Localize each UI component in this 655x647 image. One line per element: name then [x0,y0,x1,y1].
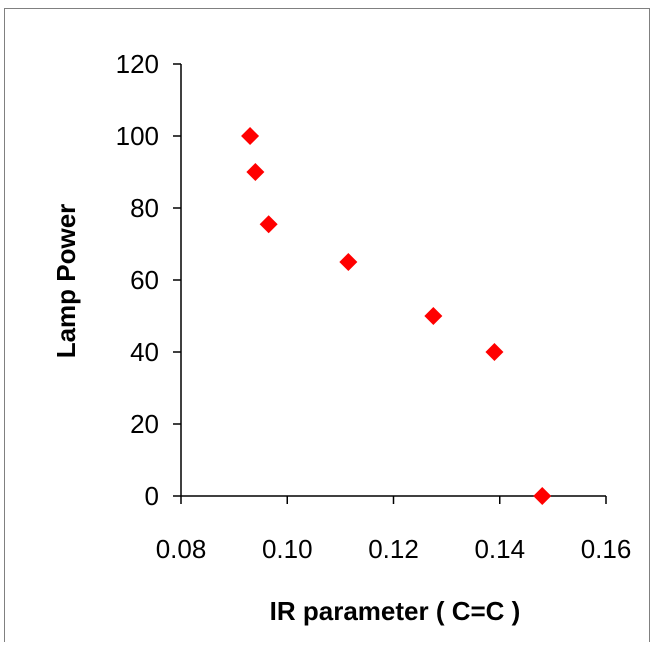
x-tick-label: 0.12 [368,534,419,564]
x-axis-title: IR parameter ( C=C ) [270,596,521,626]
y-axis-title: Lamp Power [51,204,81,359]
data-point [246,163,265,181]
data-point [339,253,358,271]
data-point [424,307,443,325]
data-point [485,343,504,361]
chart-frame [4,8,650,642]
y-tick-label: 100 [116,121,159,151]
x-tick-label: 0.10 [262,534,313,564]
y-tick-label: 0 [145,481,159,511]
x-tick-label: 0.16 [581,534,632,564]
axes [180,64,606,497]
x-tick-label: 0.14 [474,534,525,564]
x-tick-label: 0.08 [156,534,207,564]
data-points [241,127,552,505]
y-tick-label: 40 [130,337,159,367]
data-point [241,127,260,145]
y-tick-label: 80 [130,193,159,223]
data-point [533,487,552,505]
ticks: 0 20 40 60 80 100 120 0.08 0.10 0.12 0.14 0.16 [116,49,632,564]
y-tick-label: 60 [130,265,159,295]
data-point [259,215,278,234]
y-tick-label: 20 [130,409,159,439]
y-tick-label: 120 [116,49,159,79]
